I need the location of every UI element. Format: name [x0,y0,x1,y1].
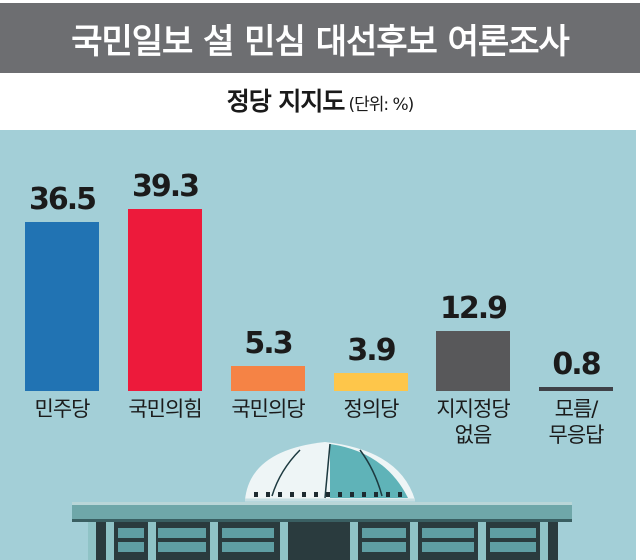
value-label: 12.9 [439,291,508,327]
bar-ppp [128,209,202,391]
national-assembly-illustration [72,442,572,560]
bar-democratic [25,222,99,391]
chart-subtitle: 정당 지지도 [226,87,346,116]
category-label: 정의당 [311,396,431,422]
category-label: 국민의힘 [105,396,225,422]
category-label: 모름/무응답 [516,396,636,448]
category-label-line1: 국민의당 [231,397,305,421]
category-label-line1: 지지정당 [436,397,510,421]
chart-panel: 36.5 민주당 39.3 국민의힘 5.3 국민의당 3.9 정의당 12.9 지지정당 없음 0.… [0,130,636,560]
category-label-line1: 민주당 [34,397,91,421]
value-label: 0.8 [552,347,601,382]
bar-justice [334,372,408,391]
category-label-line1: 모름/ [554,397,599,421]
unit-label: (단위: %) [348,95,414,115]
value-label: 5.3 [244,326,293,362]
chart-title: 국민일보 설 민심 대선후보 여론조사 [71,21,570,62]
category-label: 민주당 [2,396,122,422]
category-label-line2: 무응답 [548,423,605,447]
category-label-line1: 정의당 [343,397,400,421]
category-label-line1: 국민의힘 [128,397,202,421]
category-label: 국민의당 [208,396,328,422]
category-label: 지지정당 없음 [413,396,533,448]
bar-unknown [539,387,613,391]
category-label-line2: 없음 [454,423,493,447]
subtitle-row: 정당 지지도 (단위: %) [0,82,640,126]
value-label: 3.9 [347,332,396,368]
bar-peoples [231,366,305,391]
value-label: 39.3 [131,169,200,205]
title-banner: 국민일보 설 민심 대선후보 여론조사 [0,3,640,73]
value-label: 36.5 [28,182,97,218]
bar-none [436,331,510,391]
